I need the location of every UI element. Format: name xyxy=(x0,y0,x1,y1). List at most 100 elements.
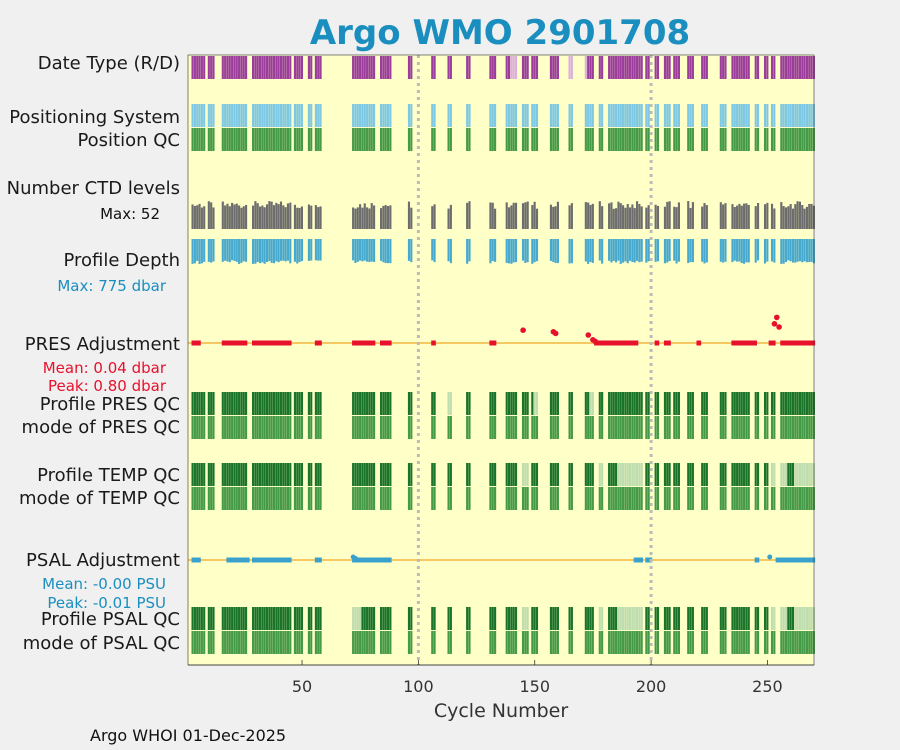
temp-qc-mode-bar xyxy=(701,487,704,510)
position-qc-bar xyxy=(196,128,199,151)
ctd-levels-bar xyxy=(212,207,215,229)
psal-qc-mode-bar xyxy=(282,631,285,654)
positioning-bar xyxy=(570,104,573,127)
positioning-bar xyxy=(554,104,557,127)
temp-qc-mode-bar xyxy=(794,487,797,510)
positioning-bar xyxy=(514,104,518,127)
psal-qc-mode-bar xyxy=(633,631,636,654)
profile-depth-bar xyxy=(263,239,266,264)
pres-qc-mode-bar xyxy=(431,416,434,439)
pres-qc-mode-bar xyxy=(242,416,245,439)
ctd-levels-bar xyxy=(370,203,373,229)
pres-qc-bar xyxy=(196,392,199,415)
profile-depth-bar xyxy=(770,239,774,262)
positioning-bar xyxy=(794,104,797,127)
psal-qc-bar xyxy=(622,607,625,630)
temp-qc-mode-bar xyxy=(489,487,492,510)
temp-qc-bar xyxy=(789,463,792,486)
footer-credit: Argo WHOI 01-Dec-2025 xyxy=(90,726,286,745)
temp-qc-bar xyxy=(466,463,469,486)
position-qc-bar xyxy=(198,128,201,151)
profile-depth-bar xyxy=(505,239,508,263)
profile-depth-bar xyxy=(254,239,257,264)
pres-qc-bar xyxy=(689,392,692,415)
positioning-bar xyxy=(468,104,471,127)
temp-qc-mode-bar xyxy=(359,487,362,510)
pres-qc-bar xyxy=(361,392,364,415)
ctd-levels-bar xyxy=(261,205,264,229)
positioning-bar xyxy=(766,104,769,127)
pres-qc-mode-bar xyxy=(640,416,643,439)
temp-qc-mode-bar xyxy=(766,487,769,510)
ctd-levels-bar xyxy=(798,201,802,229)
temp-qc-mode-bar xyxy=(598,487,601,510)
psal-qc-bar xyxy=(570,607,573,630)
psal-qc-mode-bar xyxy=(766,631,769,654)
pres-qc-mode-bar xyxy=(507,416,511,439)
ctd-levels-bar xyxy=(810,203,813,229)
psal-qc-bar xyxy=(689,607,692,630)
temp-qc-bar xyxy=(666,463,669,486)
positioning-bar xyxy=(226,104,229,127)
pres-qc-mode-bar xyxy=(314,416,317,439)
pres-qc-mode-bar xyxy=(701,416,704,439)
position-qc-bar xyxy=(263,128,266,151)
position-qc-bar xyxy=(743,128,746,151)
temp-qc-mode-bar xyxy=(736,487,739,510)
psal-qc-bar xyxy=(733,607,736,630)
temp-qc-mode-bar xyxy=(622,487,625,510)
pres-qc-mode-bar xyxy=(386,416,390,439)
date-type-bar xyxy=(226,56,229,79)
positioning-bar xyxy=(526,104,529,127)
profile-depth-bar xyxy=(300,239,304,262)
psal-qc-bar xyxy=(300,607,304,630)
date-type-bar xyxy=(231,56,234,79)
ctd-levels-bar xyxy=(207,201,210,229)
temp-qc-mode-bar xyxy=(512,487,515,510)
ctd-levels-bar xyxy=(282,205,285,229)
positioning-bar xyxy=(384,104,387,127)
psal-qc-mode-bar xyxy=(782,631,785,654)
psal-qc-mode-bar xyxy=(598,631,601,654)
temp-qc-mode-bar xyxy=(733,487,736,510)
date-type-bar xyxy=(533,56,536,79)
pres-qc-bar xyxy=(242,392,245,415)
temp-qc-mode-bar xyxy=(233,487,236,510)
psal-qc-mode-bar xyxy=(640,631,643,654)
psal-qc-mode-bar xyxy=(431,631,434,654)
pres-qc-bar xyxy=(198,392,201,415)
psal-qc-mode-bar xyxy=(619,631,622,654)
positioning-bar xyxy=(731,104,734,127)
psal-qc-bar xyxy=(512,607,515,630)
temp-qc-bar xyxy=(770,463,774,486)
ctd-levels-bar xyxy=(221,201,224,229)
profile-depth-bar xyxy=(284,239,287,262)
label-profile-depth: Profile Depth xyxy=(63,250,180,271)
profile-depth-bar xyxy=(242,239,245,262)
psal-qc-bar xyxy=(784,607,788,630)
psal-qc-mode-bar xyxy=(242,631,245,654)
temp-qc-mode-bar xyxy=(719,487,722,510)
temp-qc-bar xyxy=(705,463,708,486)
pres-qc-mode-bar xyxy=(554,416,557,439)
temp-qc-mode-bar xyxy=(531,487,534,510)
temp-qc-bar xyxy=(747,463,750,486)
pres-qc-mode-bar xyxy=(293,416,297,439)
psal-qc-bar xyxy=(491,607,494,630)
temp-qc-mode-bar xyxy=(263,487,266,510)
pres-qc-mode-bar xyxy=(352,416,355,439)
temp-qc-mode-bar xyxy=(608,487,611,510)
date-type-bar xyxy=(703,56,706,79)
temp-qc-mode-bar xyxy=(507,487,511,510)
position-qc-bar xyxy=(212,128,215,151)
positioning-bar xyxy=(791,104,795,127)
ctd-levels-bar xyxy=(373,205,376,229)
psal-qc-bar xyxy=(601,607,604,630)
position-qc-bar xyxy=(803,128,806,151)
temp-qc-mode-bar xyxy=(298,487,301,510)
position-qc-bar xyxy=(701,128,704,151)
psal-qc-bar xyxy=(803,607,806,630)
ctd-levels-bar xyxy=(701,206,704,229)
psal-qc-bar xyxy=(384,607,387,630)
temp-qc-mode-bar xyxy=(754,487,757,510)
